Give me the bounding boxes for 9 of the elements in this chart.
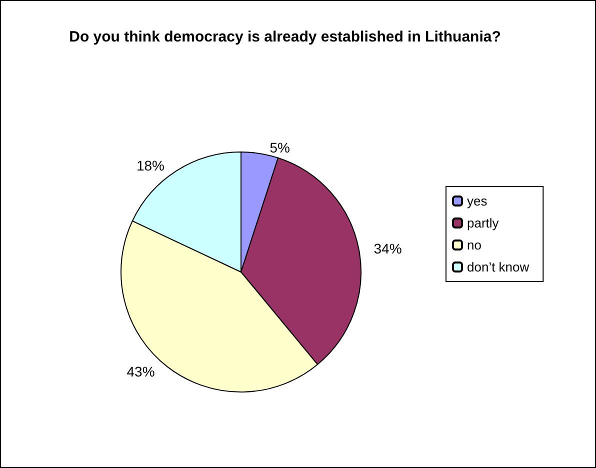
chart-title: Do you think democracy is already established in Lithuania? [69,28,501,46]
legend-label: partly [467,216,500,230]
data-label: 18% [136,158,164,174]
data-label: 43% [126,364,155,380]
legend-label: don’t know [467,260,530,274]
data-label: 34% [374,240,402,256]
legend-label: yes [467,194,488,208]
data-label: 5% [270,140,290,156]
legend-label: no [467,238,482,252]
